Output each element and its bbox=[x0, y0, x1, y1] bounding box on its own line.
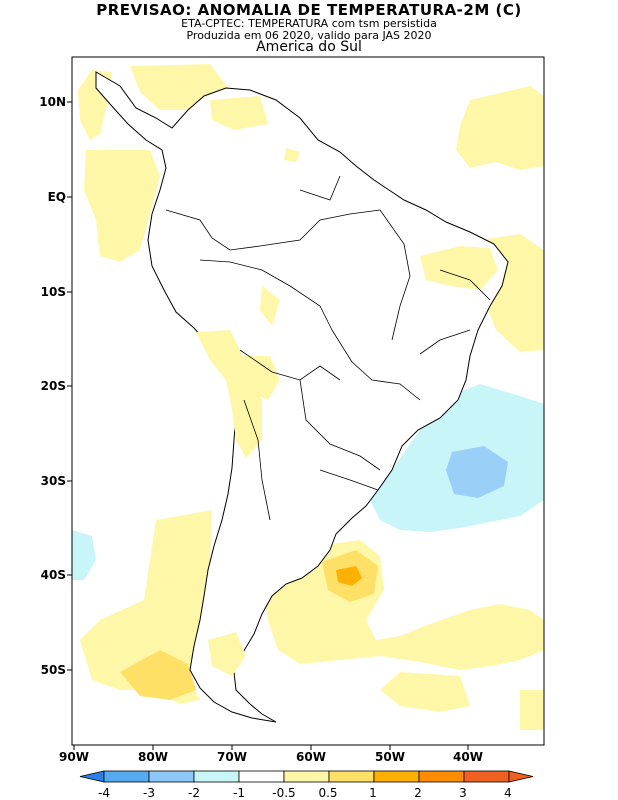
land-warm-area bbox=[284, 148, 300, 162]
country-border bbox=[319, 469, 379, 491]
colorbar-label: -1 bbox=[233, 786, 245, 800]
country-border bbox=[299, 379, 381, 471]
land-warm-area bbox=[210, 96, 268, 130]
model-subtitle: ETA-CPTEC: TEMPERATURA com tsm persistid… bbox=[181, 17, 437, 30]
country-border bbox=[299, 175, 341, 201]
colorbar-segment bbox=[283, 770, 330, 783]
colorbar-segment bbox=[148, 770, 195, 783]
lon-label-60w: 60W bbox=[296, 750, 326, 764]
country-border bbox=[419, 329, 471, 355]
lat-label-50s: 50S bbox=[40, 663, 66, 677]
colorbar-segment bbox=[373, 770, 420, 783]
colorbar-label: 0.5 bbox=[318, 786, 338, 800]
country-border bbox=[259, 209, 381, 247]
land-warm-area bbox=[196, 330, 262, 458]
colorbar-label: -3 bbox=[143, 786, 155, 800]
country-borders bbox=[165, 175, 491, 521]
lon-label-40w: 40W bbox=[453, 750, 483, 764]
lat-label-10s: 10S bbox=[40, 285, 66, 299]
colorbar-segment bbox=[193, 770, 240, 783]
lon-label-70w: 70W bbox=[217, 750, 247, 764]
land-warm-area bbox=[208, 632, 246, 676]
colorbar-label: -2 bbox=[188, 786, 200, 800]
lat-label-20s: 20S bbox=[40, 379, 66, 393]
lat-label-30s: 30S bbox=[40, 474, 66, 488]
warm-anomaly-core bbox=[120, 650, 196, 700]
land-warm-shading bbox=[196, 96, 498, 676]
colorbar-segment bbox=[103, 770, 150, 783]
map-frame bbox=[71, 56, 545, 746]
colorbar-label: -0.5 bbox=[272, 786, 296, 800]
colorbar-high-arrow bbox=[508, 770, 534, 783]
colorbar-segment bbox=[463, 770, 510, 783]
country-border bbox=[165, 209, 261, 251]
country-border bbox=[379, 209, 411, 341]
warm-anomaly-area bbox=[456, 86, 544, 170]
colorbar bbox=[79, 770, 534, 783]
lon-label-90w: 90W bbox=[59, 750, 89, 764]
land-warm-area bbox=[420, 246, 498, 290]
warm-anomaly-area bbox=[80, 510, 212, 704]
warm-anomaly-area bbox=[84, 150, 160, 262]
axis-ticks bbox=[67, 101, 469, 750]
colorbar-segment bbox=[418, 770, 465, 783]
land-warm-area bbox=[236, 356, 280, 400]
colorbar-label: 3 bbox=[459, 786, 467, 800]
colorbar-label: -4 bbox=[98, 786, 110, 800]
country-border bbox=[243, 399, 271, 521]
cool-anomaly-shading bbox=[72, 384, 544, 580]
lat-label-40s: 40S bbox=[40, 568, 66, 582]
country-border bbox=[439, 269, 491, 301]
lon-label-50w: 50W bbox=[375, 750, 405, 764]
warm-anomaly-area bbox=[520, 690, 544, 730]
map-title: PREVISAO: ANOMALIA DE TEMPERATURA-2M (C) bbox=[96, 1, 522, 19]
colorbar-label: 1 bbox=[369, 786, 377, 800]
colorbar-segment bbox=[328, 770, 375, 783]
cool-anomaly-core bbox=[446, 446, 508, 498]
colorbar-low-arrow bbox=[79, 770, 105, 783]
colorbar-label: 2 bbox=[414, 786, 422, 800]
colorbar-label: 4 bbox=[504, 786, 512, 800]
warm-anomaly-max bbox=[336, 566, 362, 586]
land-warm-area bbox=[260, 286, 280, 326]
country-border bbox=[199, 259, 333, 331]
region-title: America do Sul bbox=[256, 39, 362, 55]
lat-label-eq: EQ bbox=[47, 190, 66, 204]
production-info: Produzida em 06 2020, valido para JAS 20… bbox=[186, 29, 432, 42]
map-field bbox=[72, 57, 544, 745]
warm-anomaly-area bbox=[380, 672, 470, 712]
country-border bbox=[331, 329, 421, 401]
lon-label-80w: 80W bbox=[138, 750, 168, 764]
cool-anomaly-area bbox=[72, 530, 96, 580]
lat-label-10n: 10N bbox=[39, 95, 66, 109]
colorbar-segment bbox=[238, 770, 285, 783]
warm-anomaly-shading bbox=[78, 64, 544, 730]
